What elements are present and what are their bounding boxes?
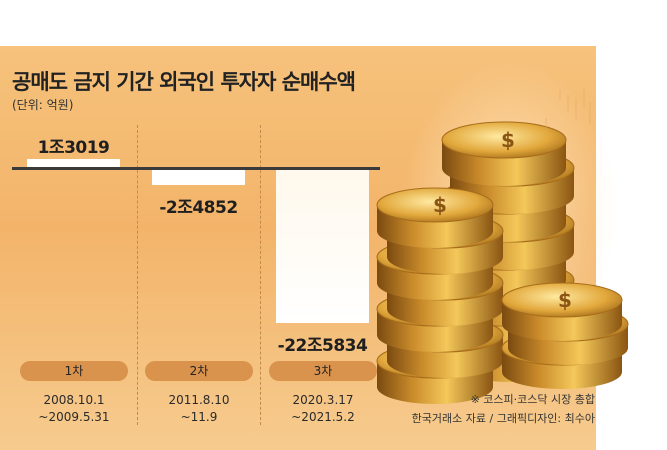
category-badge-1: 1차 <box>20 361 128 381</box>
svg-text:$: $ <box>501 128 515 152</box>
bar-1 <box>27 159 120 168</box>
chart-title: 공매도 금지 기간 외국인 투자자 순매수액 <box>12 70 356 94</box>
divider-2 <box>260 125 261 425</box>
period-1: 2008.10.1 ~2009.5.31 <box>38 393 110 424</box>
category-badge-2: 2차 <box>145 361 253 381</box>
source-note: 한국거래소 자료 / 그래픽디자인: 최수아 <box>411 412 595 425</box>
value-label-3: -22조5834 <box>277 336 368 356</box>
bar-3 <box>276 168 369 323</box>
period-2: 2011.8.10 ~11.9 <box>168 393 230 424</box>
unit-label: (단위: 억원) <box>12 98 74 112</box>
category-badge-3: 3차 <box>269 361 377 381</box>
svg-text:$: $ <box>558 288 572 312</box>
bar-2 <box>152 168 245 186</box>
value-label-1: 1조3019 <box>37 138 110 159</box>
value-label-2: -2조4852 <box>159 198 238 219</box>
period-3: 2020.3.17 ~2021.5.2 <box>291 393 355 424</box>
market-note: ※ 코스피·코스닥 시장 총합 <box>470 393 595 406</box>
svg-text:$: $ <box>433 193 447 217</box>
zero-baseline <box>12 167 380 170</box>
divider-1 <box>137 125 138 425</box>
